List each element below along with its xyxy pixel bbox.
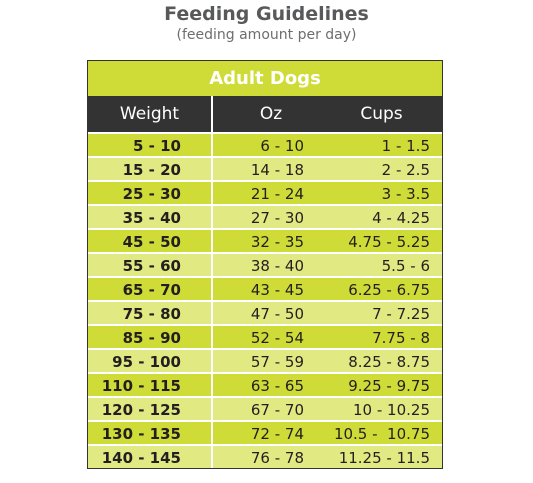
table-row: 110 - 115 63 - 65 9.25 - 9.75 [88,372,442,396]
table-cell: 27 - 30 [250,209,304,227]
header-row: Weight Oz Cups [88,96,442,132]
table-cell: 57 - 59 [250,353,304,371]
table-cell: 120 - 125 [88,398,213,420]
table-row: 5 - 10 6 - 10 1 - 1.5 [88,132,442,156]
table-row: 25 - 30 21 - 24 3 - 3.5 [88,180,442,204]
table-row: 55 - 60 38 - 40 5.5 - 6 [88,252,442,276]
table-row: 120 - 125 67 - 70 10 - 10.25 [88,396,442,420]
table-cell: 38 - 40 [250,257,304,275]
table-row: 95 - 100 57 - 59 8.25 - 8.75 [88,348,442,372]
table-cell: 7.75 - 8 [372,329,430,347]
table-cell: 65 - 70 [88,278,213,300]
table-cell: 35 - 40 [88,206,213,228]
column-header: Cups [360,104,403,124]
table-cell: 6.25 - 6.75 [348,281,430,299]
table-row: 75 - 80 47 - 50 7 - 7.25 [88,300,442,324]
table-row: 65 - 70 43 - 45 6.25 - 6.75 [88,276,442,300]
table-cell: 45 - 50 [88,230,213,252]
table-cell: 9.25 - 9.75 [348,377,430,395]
feeding-table: Adult Dogs Weight Oz Cups 5 - 10 6 - 10 1 - … [87,60,443,469]
table-row: 140 - 145 76 - 78 11.25 - 11.5 [88,444,442,468]
title: Feeding Guidelines [164,3,369,25]
table-cell: 67 - 70 [250,401,304,419]
table-cell: 3 - 3.5 [381,185,430,203]
table-cell: 63 - 65 [250,377,304,395]
table-cell: 10.5 - 10.75 [333,425,430,443]
table-cell: 140 - 145 [88,446,213,468]
table-row: 130 - 135 72 - 74 10.5 - 10.75 [88,420,442,444]
table-row: 35 - 40 27 - 30 4 - 4.25 [88,204,442,228]
table-cell: 75 - 80 [88,302,213,324]
table-cell: 6 - 10 [260,137,304,155]
table-cell: 32 - 35 [250,233,304,251]
subtitle: (feeding amount per day) [176,27,357,43]
table-row: 45 - 50 32 - 35 4.75 - 5.25 [88,228,442,252]
table-cell: 4.75 - 5.25 [348,233,430,251]
table-cell: 55 - 60 [88,254,213,276]
table-cell: 72 - 74 [250,425,304,443]
table-cell: 110 - 115 [88,374,213,396]
table-cell: 85 - 90 [88,326,213,348]
table-cell: 14 - 18 [250,161,304,179]
table-body: 5 - 10 6 - 10 1 - 1.5 15 - 20 14 - 18 2 - 2.5… [88,132,442,468]
table-row: 85 - 90 52 - 54 7.75 - 8 [88,324,442,348]
table-cell: 21 - 24 [250,185,304,203]
table-cell: 4 - 4.25 [372,209,430,227]
table-cell: 11.25 - 11.5 [338,449,430,467]
table-cell: 5.5 - 6 [381,257,430,275]
column-header: Weight [88,96,213,132]
table-cell: 15 - 20 [88,158,213,180]
table-cell: 5 - 10 [88,134,213,156]
table-cell: 95 - 100 [88,350,213,372]
table-cell: 25 - 30 [88,182,213,204]
table-cell: 10 - 10.25 [353,401,430,419]
table-cell: 1 - 1.5 [381,137,430,155]
table-cell: 130 - 135 [88,422,213,444]
table-title: Adult Dogs [88,61,442,96]
table-cell: 47 - 50 [250,305,304,323]
table-cell: 8.25 - 8.75 [348,353,430,371]
table-cell: 7 - 7.25 [372,305,430,323]
table-cell: 2 - 2.5 [381,161,430,179]
table-row: 15 - 20 14 - 18 2 - 2.5 [88,156,442,180]
column-header: Oz [259,104,283,124]
table-cell: 52 - 54 [250,329,304,347]
table-cell: 76 - 78 [250,449,304,467]
table-cell: 43 - 45 [250,281,304,299]
